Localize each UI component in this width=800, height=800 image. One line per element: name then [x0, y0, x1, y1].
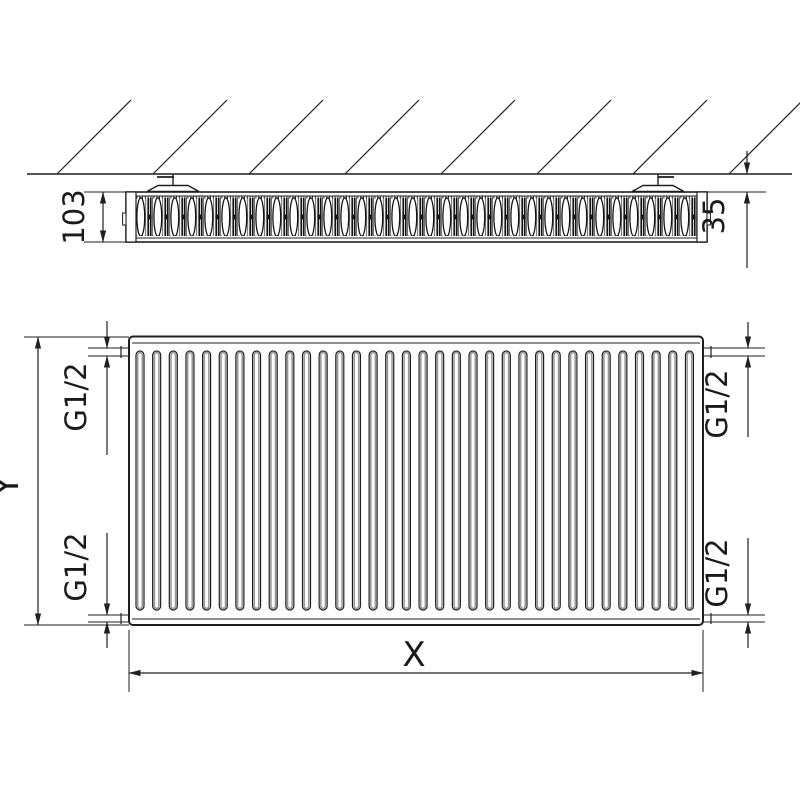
- dim-label-conn-bottom-right: G1/2: [700, 538, 734, 607]
- wall-bracket-right: [631, 174, 685, 193]
- dimension-height: Y: [0, 336, 129, 626]
- dimension-conn-bottom-right: G1/2: [700, 538, 752, 648]
- top-view: 103 35: [27, 99, 800, 268]
- connection-stub-bottom-right: [703, 613, 765, 624]
- wall-bracket-left: [146, 174, 200, 193]
- front-view: G1/2 G1/2 G1/2 G1/2 Y X: [0, 321, 765, 692]
- dimension-conn-top-left: G1/2: [59, 321, 111, 455]
- dimension-conn-bottom-left: G1/2: [59, 532, 111, 648]
- dimension-wall-gap: 35: [697, 151, 766, 268]
- front-fins: [135, 350, 695, 611]
- convector-fin-texture: [136, 196, 697, 236]
- dim-label-conn-bottom-left: G1/2: [59, 532, 93, 601]
- left-connection-plug: [122, 212, 127, 226]
- dim-label-depth: 103: [57, 189, 91, 244]
- left-end-cap: [125, 191, 137, 243]
- connection-stub-top-left: [88, 346, 129, 358]
- connection-stub-bottom-left: [88, 613, 129, 624]
- dim-label-conn-top-right: G1/2: [700, 369, 734, 438]
- wall-hatching: [56, 99, 800, 175]
- dim-label-wall-gap: 35: [697, 198, 731, 235]
- radiator-section-body: [122, 191, 711, 243]
- dim-label-width: X: [402, 635, 425, 675]
- dimension-conn-top-right: G1/2: [700, 322, 752, 439]
- dim-label-conn-top-left: G1/2: [59, 362, 93, 431]
- dimension-depth: 103: [57, 189, 127, 245]
- radiator-front-panel: [128, 335, 704, 626]
- connection-stub-top-right: [703, 346, 765, 358]
- dimension-width: X: [128, 630, 704, 692]
- right-connection-plug: [706, 212, 711, 226]
- dim-label-height: Y: [0, 475, 27, 497]
